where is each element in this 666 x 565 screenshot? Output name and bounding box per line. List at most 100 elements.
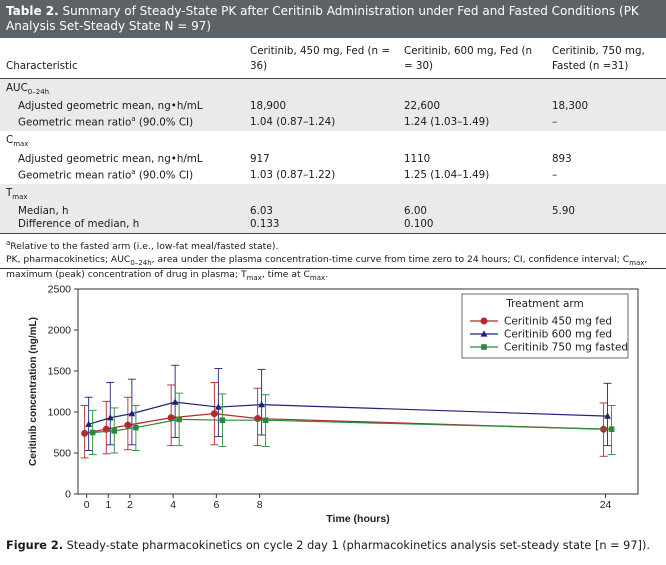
group-row: AUC0–24h bbox=[0, 78, 666, 101]
table-row: Difference of median, h 0.133 0.100 bbox=[0, 217, 666, 233]
y-tick-label: 1500 bbox=[48, 366, 72, 378]
table-cell: 18,300 bbox=[546, 100, 666, 114]
figure-caption-text: Steady-state pharmacokinetics on cycle 2… bbox=[66, 539, 650, 552]
x-tick-label: 0 bbox=[84, 499, 90, 511]
group-row: Tmax bbox=[0, 183, 666, 205]
y-tick-label: 1000 bbox=[48, 407, 72, 419]
table-cell: 5.90 bbox=[546, 204, 666, 218]
x-tick-label: 6 bbox=[213, 499, 219, 511]
header-characteristic: Characteristic bbox=[6, 60, 78, 72]
data-point bbox=[608, 426, 615, 433]
data-point bbox=[111, 428, 118, 434]
legend-title: Treatment arm bbox=[505, 298, 584, 310]
table-cell: 18,900 bbox=[244, 100, 398, 114]
row-label: Adjusted geometric mean, ng•h/mL bbox=[0, 100, 244, 114]
table-cell: – bbox=[546, 113, 666, 132]
row-label: Geometric mean ratioa (90.0% CI) bbox=[18, 167, 194, 181]
table-cell: 1.24 (1.03–1.49) bbox=[398, 113, 546, 132]
y-axis-label: Ceritinib concentration (ng/mL) bbox=[28, 317, 39, 466]
table-cell: 1.03 (0.87–1.22) bbox=[250, 168, 336, 181]
table-footnotes: aRelative to the fasted arm (i.e., low-f… bbox=[0, 232, 666, 284]
x-tick-label: 1 bbox=[105, 499, 111, 511]
row-label: Adjusted geometric mean, ng•h/mL bbox=[18, 152, 203, 165]
table-cell: 0.133 bbox=[244, 217, 398, 233]
table-title: Table 2. Summary of Steady-State PK afte… bbox=[0, 0, 666, 38]
table-cell: 917 bbox=[250, 152, 270, 165]
data-point bbox=[210, 410, 218, 418]
data-point bbox=[481, 344, 487, 350]
table-title-text: Summary of Steady-State PK after Ceritin… bbox=[6, 4, 639, 33]
pk-summary-table: Characteristic Ceritinib, 450 mg, Fed (n… bbox=[0, 38, 666, 233]
data-point bbox=[258, 401, 266, 408]
header-750mg: Ceritinib, 750 mg, Fasted (n =31) bbox=[552, 45, 645, 72]
table-cell: 6.03 bbox=[244, 204, 398, 218]
group-label: Cmax bbox=[6, 134, 29, 149]
footnote-a: aRelative to the fasted arm (i.e., low-f… bbox=[6, 238, 279, 253]
data-point bbox=[85, 420, 93, 427]
section-divider bbox=[0, 268, 666, 269]
data-point bbox=[604, 412, 611, 419]
table-header-row: Characteristic Ceritinib, 450 mg, Fed (n… bbox=[0, 38, 666, 79]
data-point bbox=[262, 417, 269, 423]
y-tick-label: 2500 bbox=[48, 284, 72, 296]
data-point bbox=[219, 417, 226, 423]
series-1 bbox=[80, 382, 608, 459]
table-cell: 1110 bbox=[404, 152, 431, 165]
group-row: Cmax bbox=[0, 131, 666, 152]
group-label: Tmax bbox=[0, 183, 666, 205]
header-600mg: Ceritinib, 600 mg, Fed (n = 30) bbox=[404, 45, 533, 72]
table-cell: 1.04 (0.87–1.24) bbox=[244, 113, 398, 132]
data-point bbox=[89, 429, 96, 436]
row-label: Difference of median, h bbox=[0, 217, 244, 233]
data-point bbox=[176, 416, 182, 423]
data-point bbox=[128, 410, 136, 417]
table-row: Adjusted geometric mean, ng•h/mL 18,900 22… bbox=[0, 100, 666, 114]
table-row: Geometric mean ratioa (90.0% CI) 1.03 (0.… bbox=[0, 166, 666, 184]
x-tick-label: 2 bbox=[127, 499, 133, 511]
data-point bbox=[106, 414, 114, 421]
row-label: Median, h bbox=[0, 204, 244, 218]
table-cell bbox=[546, 217, 666, 233]
pk-table: Table 2. Summary of Steady-State PK afte… bbox=[0, 0, 666, 284]
data-point bbox=[167, 414, 175, 422]
footnote-abbreviations: PK, pharmacokinetics; AUC0–24h, area und… bbox=[6, 254, 648, 282]
table-label: Table 2. bbox=[6, 4, 59, 18]
data-point bbox=[124, 421, 132, 429]
data-point bbox=[480, 330, 488, 337]
figure-caption: Figure 2. Steady-state pharmacokinetics … bbox=[6, 539, 662, 553]
legend-entry: Ceritinib 750 mg fasted bbox=[504, 342, 628, 354]
figure-label: Figure 2. bbox=[6, 539, 64, 552]
data-point bbox=[102, 425, 110, 433]
data-point bbox=[214, 403, 222, 410]
table-cell: 6.00 bbox=[398, 204, 546, 218]
x-tick-label: 24 bbox=[600, 499, 612, 511]
table-row: Geometric mean ratioa (90.0% CI) 1.04 (0.… bbox=[0, 113, 666, 132]
y-tick-label: 2000 bbox=[48, 325, 72, 337]
table-cell: 1.25 (1.04–1.49) bbox=[404, 168, 490, 181]
table-row: Median, h 6.03 6.00 5.90 bbox=[0, 204, 666, 218]
data-point bbox=[133, 424, 139, 431]
table-cell: 893 bbox=[552, 152, 572, 165]
data-point bbox=[171, 398, 179, 405]
header-450mg: Ceritinib, 450 mg, Fed (n = 36) bbox=[250, 45, 390, 72]
row-label: Geometric mean ratioa (90.0% CI) bbox=[0, 113, 244, 132]
series-3 bbox=[88, 392, 616, 456]
x-tick-label: 8 bbox=[257, 499, 263, 511]
legend-entry: Ceritinib 450 mg fed bbox=[504, 316, 612, 328]
x-tick-label: 4 bbox=[170, 499, 176, 511]
y-tick-label: 500 bbox=[53, 448, 71, 460]
series-2 bbox=[84, 364, 612, 451]
x-axis-label: Time (hours) bbox=[326, 513, 389, 525]
plot-frame bbox=[77, 288, 639, 495]
data-point bbox=[480, 317, 488, 325]
table-cell: 0.100 bbox=[398, 217, 546, 233]
y-tick-label: 0 bbox=[65, 489, 71, 501]
legend-entry: Ceritinib 600 mg fed bbox=[504, 329, 612, 341]
group-label: AUC0–24h bbox=[0, 78, 666, 101]
series-line bbox=[84, 413, 604, 434]
data-point bbox=[81, 429, 89, 437]
table-cell: – bbox=[552, 168, 558, 181]
table-cell: 22,600 bbox=[398, 100, 546, 114]
table-row: Adjusted geometric mean, ng•h/mL 917 1110 8… bbox=[0, 153, 666, 166]
